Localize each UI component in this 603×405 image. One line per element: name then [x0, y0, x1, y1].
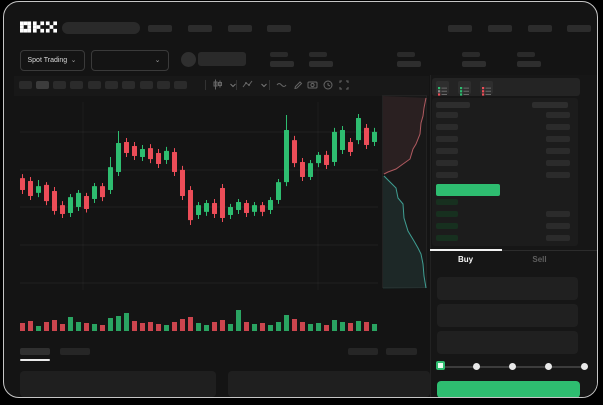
- ticker-stat: [516, 51, 541, 67]
- orderbook-header-amount: [531, 101, 568, 108]
- timeframe-button[interactable]: [105, 80, 118, 89]
- toolbar-divider: [268, 79, 270, 90]
- nav-link-placeholder[interactable]: [527, 24, 552, 32]
- ask-row-amount: [545, 171, 570, 178]
- nav-link-placeholder[interactable]: [227, 24, 252, 32]
- timeframe-button[interactable]: [87, 80, 101, 89]
- nav-link-placeholder[interactable]: [447, 24, 472, 32]
- stage: Spot Trading ⌄ ⌄: [4, 2, 597, 397]
- book-combined-icon[interactable]: [435, 80, 449, 96]
- ask-row-price: [435, 123, 458, 130]
- bid-row-price: [435, 210, 458, 217]
- candlestick-chart[interactable]: [19, 98, 380, 334]
- ticker-stat: [461, 51, 486, 67]
- timeframe-button[interactable]: [18, 80, 32, 89]
- slider-stop[interactable]: [544, 362, 552, 370]
- slider-handle[interactable]: [435, 360, 445, 370]
- chevron-down-icon: ⌄: [70, 56, 77, 64]
- amount-field[interactable]: [436, 303, 578, 327]
- nav-link-placeholder[interactable]: [266, 24, 291, 32]
- timeframe-button[interactable]: [70, 80, 84, 89]
- timeframe-button[interactable]: [174, 80, 188, 89]
- bid-row-amount: [545, 234, 570, 241]
- okx-logo: [19, 20, 57, 33]
- bottom-bar-control[interactable]: [347, 347, 378, 355]
- pair-logo-avatar: [180, 51, 196, 67]
- bottom-tab[interactable]: [59, 347, 90, 355]
- orders-table-panel: [19, 370, 216, 397]
- toolbar-divider: [204, 79, 206, 90]
- slider-stop[interactable]: [472, 362, 480, 370]
- bottom-tab-active[interactable]: [19, 347, 50, 355]
- trading-mode-selector[interactable]: Spot Trading ⌄: [19, 49, 85, 71]
- indicators-icon[interactable]: [241, 78, 255, 92]
- slider-stop[interactable]: [508, 362, 516, 370]
- ticker-stat: [308, 51, 333, 67]
- ask-row-amount: [545, 159, 570, 166]
- pair-name-placeholder: [197, 51, 246, 66]
- ask-row-price: [435, 135, 458, 142]
- ask-row-amount: [545, 123, 570, 130]
- search-input[interactable]: [61, 21, 140, 34]
- ticker-stat: [396, 51, 421, 67]
- bid-row-amount: [545, 210, 570, 217]
- ask-row-amount: [545, 135, 570, 142]
- slider-stop[interactable]: [580, 362, 588, 370]
- bottom-bar-control[interactable]: [385, 347, 417, 355]
- chevron-down-icon: ⌄: [154, 56, 161, 64]
- ask-row-price: [435, 159, 458, 166]
- clock-icon[interactable]: [321, 78, 335, 92]
- trading-mode-label: Spot Trading: [27, 56, 68, 64]
- bid-row-price: [435, 198, 458, 205]
- toolbar-divider: [235, 79, 237, 90]
- chevron-down-icon[interactable]: [226, 78, 240, 92]
- book-asks-icon[interactable]: [479, 80, 493, 96]
- candles-icon[interactable]: [211, 78, 225, 92]
- orderbook-toolbar: [431, 77, 580, 96]
- bid-row-price: [435, 234, 458, 241]
- nav-link-placeholder[interactable]: [147, 24, 172, 32]
- expand-icon[interactable]: [337, 78, 351, 92]
- timeframe-button[interactable]: [139, 80, 153, 89]
- app-window: Spot Trading ⌄ ⌄: [3, 1, 598, 398]
- timeframe-button[interactable]: [156, 80, 170, 89]
- ask-row-price: [435, 147, 458, 154]
- buy-tab-underline: [429, 248, 502, 251]
- ask-row-amount: [545, 111, 570, 118]
- pair-selector[interactable]: ⌄: [90, 49, 169, 71]
- pencil-icon[interactable]: [291, 78, 305, 92]
- wave-icon[interactable]: [275, 78, 289, 92]
- tab-buy[interactable]: Buy: [457, 254, 474, 264]
- chevron-down-icon[interactable]: [257, 78, 271, 92]
- ask-row-amount: [545, 147, 570, 154]
- bottom-tab-active-underline: [19, 358, 50, 361]
- timeframe-button[interactable]: [53, 80, 67, 89]
- last-price-bar[interactable]: [435, 183, 500, 196]
- camera-icon[interactable]: [306, 78, 320, 92]
- bid-row-price: [435, 222, 458, 229]
- ask-row-price: [435, 171, 458, 178]
- book-bids-icon[interactable]: [457, 80, 471, 96]
- tab-sell[interactable]: Sell: [532, 254, 547, 264]
- ask-row-price: [435, 111, 458, 118]
- total-field[interactable]: [436, 330, 578, 354]
- ticker-stat: [269, 51, 294, 67]
- timeframe-button[interactable]: [122, 80, 136, 89]
- timeframe-button[interactable]: [35, 80, 49, 89]
- nav-link-placeholder[interactable]: [487, 24, 512, 32]
- nav-link-placeholder[interactable]: [187, 24, 212, 32]
- orders-table-panel: [227, 370, 430, 397]
- buy-button[interactable]: [436, 380, 580, 397]
- price-field[interactable]: [436, 276, 578, 300]
- orderbook-header-price: [435, 101, 470, 108]
- nav-link-placeholder[interactable]: [566, 24, 591, 32]
- trade-tabs-divider: [429, 249, 597, 251]
- bid-row-amount: [545, 222, 570, 229]
- depth-profile: [381, 94, 427, 289]
